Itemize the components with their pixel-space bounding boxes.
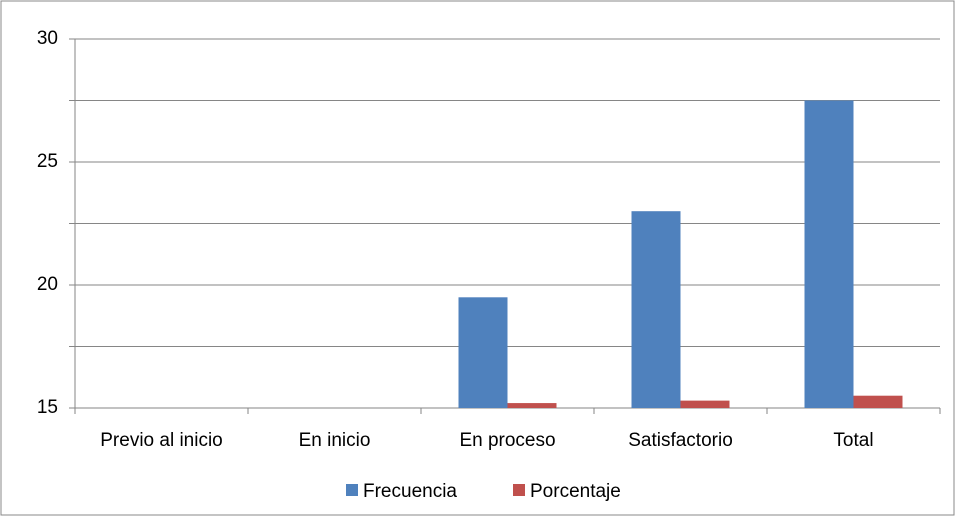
- bar: [507, 403, 557, 408]
- x-tick-label: En inicio: [299, 430, 371, 451]
- x-tick-label: Total: [833, 430, 873, 451]
- bar: [631, 211, 681, 408]
- bar: [804, 100, 854, 408]
- bar: [458, 297, 508, 408]
- y-tick-label: 15: [37, 397, 58, 418]
- y-tick-label: 30: [37, 28, 58, 49]
- bar: [680, 400, 730, 408]
- x-tick-label: En proceso: [459, 430, 555, 451]
- legend-swatch: [346, 484, 358, 496]
- legend-label: Porcentaje: [530, 481, 621, 502]
- legend-swatch: [513, 484, 525, 496]
- y-tick-label: 25: [37, 151, 58, 172]
- bar: [853, 395, 903, 408]
- y-tick-label: 20: [37, 274, 58, 295]
- x-tick-label: Previo al inicio: [100, 430, 223, 451]
- x-tick-label: Satisfactorio: [628, 430, 733, 451]
- legend-label: Frecuencia: [363, 481, 457, 502]
